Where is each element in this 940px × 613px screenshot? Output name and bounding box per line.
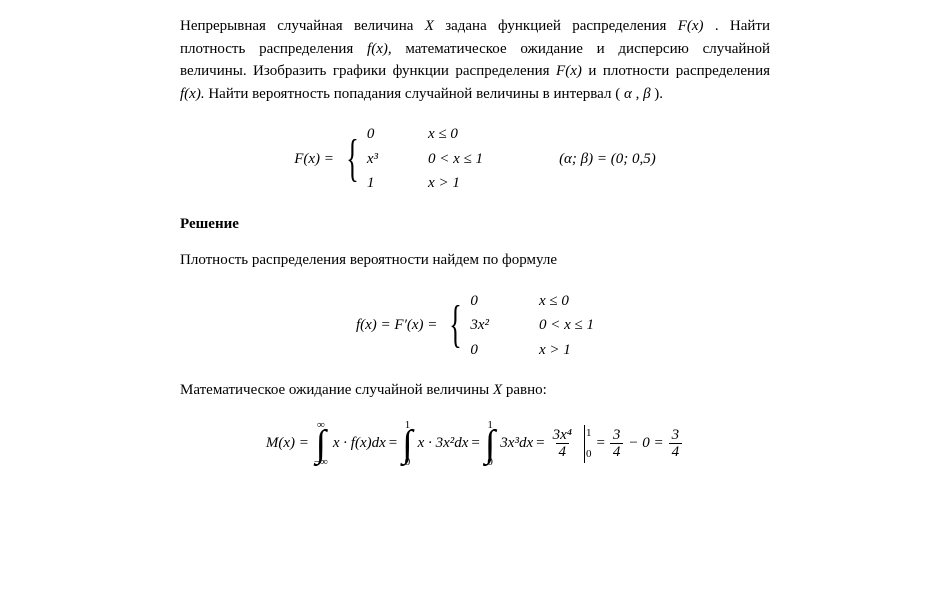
fraction-2: 3 4 [610,427,624,461]
formula-Fx: F(x) = { 0 x ≤ 0 x³ 0 < x ≤ 1 1 x > 1 (α… [180,123,770,195]
solution-heading: Решение [180,213,770,236]
fn-f: f(x), [367,41,392,57]
formula-body: f(x) = F′(x) = { 0 x ≤ 0 3x² 0 < x ≤ 1 0… [356,290,594,362]
text: равно: [506,382,547,398]
integral-3: 1 ∫ 0 [485,420,495,468]
case-cond: x > 1 [428,172,483,195]
text: , [636,86,644,102]
eq: = [471,432,479,455]
text: Найти вероятность попадания случайной ве… [208,86,620,102]
case-value: 0 [470,339,489,362]
text: Непрерывная случайная величина [180,18,425,34]
text: задана функцией распределения [445,18,678,34]
case-value: 0 [470,290,489,313]
lhs: f(x) = F′(x) = [356,314,437,337]
density-text: Плотность распределения вероятности найд… [180,249,770,272]
var-X: X [493,382,502,398]
eval-line-icon [584,425,585,463]
fn-F: F(x) [678,18,704,34]
limit-bot: 0 [405,457,411,468]
case-cond: x ≤ 0 [539,290,594,313]
case-cond: x > 1 [539,339,594,362]
formula-body: F(x) = { 0 x ≤ 0 x³ 0 < x ≤ 1 1 x > 1 (α… [294,123,656,195]
fn-f: f(x). [180,86,205,102]
minus-zero: − 0 = [628,432,663,455]
integral-2: 1 ∫ 0 [402,420,412,468]
expectation-text: Математическое ожидание случайной величи… [180,379,770,402]
alpha: α [624,86,632,102]
denominator: 4 [669,443,683,461]
numerator: 3 [669,427,683,444]
case-value: 3x² [470,314,489,337]
limit-bot: −∞ [314,457,328,468]
case-value: 1 [367,172,378,195]
denominator: 4 [556,443,570,461]
eval-top: 1 [586,425,592,442]
eval-bar: 1 0 [582,425,592,463]
integrand: x · 3x²dx [418,432,469,455]
eq: = [389,432,397,455]
cases-grid: 0 x ≤ 0 3x² 0 < x ≤ 1 0 x > 1 [470,290,594,362]
text: Математическое ожидание случайной величи… [180,382,493,398]
integrand: 3x³dx [500,432,533,455]
integral-icon: ∫ [316,429,326,459]
limit-bot: 0 [487,457,493,468]
case-value: 0 [367,123,378,146]
formula-Mx: M(x) = ∞ ∫ −∞ x · f(x)dx = 1 ∫ 0 x · 3x²… [180,420,770,468]
numerator: 3 [610,427,624,444]
interval-label: (α; β) = (0; 0,5) [559,148,656,171]
integral-icon: ∫ [402,429,412,459]
eq: = [596,432,604,455]
eval-bot: 0 [586,446,592,463]
denominator: 4 [610,443,624,461]
Mx-label: M(x) = [266,432,309,455]
var-X: X [425,18,434,34]
case-cond: 0 < x ≤ 1 [428,148,483,171]
eq: = [536,432,544,455]
text: ). [654,86,663,102]
integral-icon: ∫ [485,429,495,459]
fraction-3: 3 4 [669,427,683,461]
fn-F: F(x) [556,63,582,79]
beta: β [643,86,650,102]
integral-1: ∞ ∫ −∞ [314,420,328,468]
case-cond: 0 < x ≤ 1 [539,314,594,337]
cases-grid: 0 x ≤ 0 x³ 0 < x ≤ 1 1 x > 1 [367,123,483,195]
eval-limits: 1 0 [586,425,592,463]
case-value: x³ [367,148,378,171]
numerator: 3x⁴ [550,427,575,444]
lhs: F(x) = [294,148,334,171]
problem-statement: Непрерывная случайная величина X задана … [180,15,770,105]
case-cond: x ≤ 0 [428,123,483,146]
brace-icon: { [450,303,462,347]
formula-fx: f(x) = F′(x) = { 0 x ≤ 0 3x² 0 < x ≤ 1 0… [180,290,770,362]
fraction-1: 3x⁴ 4 [550,427,575,461]
integrand: x · f(x)dx [333,432,386,455]
text: и плотности распределения [588,63,770,79]
brace-icon: { [346,137,358,181]
